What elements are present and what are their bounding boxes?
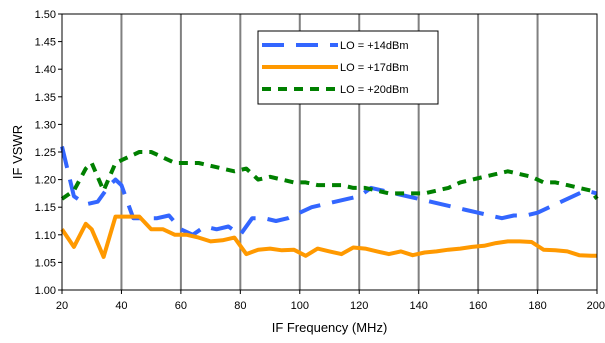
legend-label-2: LO = +17dBm <box>340 62 409 74</box>
x-tick-label: 160 <box>469 300 487 312</box>
legend-label-3: LO = +20dBm <box>340 84 409 96</box>
y-tick-label: 1.50 <box>35 9 56 21</box>
y-axis-ticks: 1.00 1.05 1.10 1.15 1.20 1.25 1.30 1.35 1.40 1.45… <box>35 9 62 297</box>
y-tick-label: 1.05 <box>35 257 56 269</box>
x-tick-label: 80 <box>234 300 246 312</box>
y-tick-label: 1.40 <box>35 64 56 76</box>
x-axis-title: IF Frequency (MHz) <box>272 320 388 335</box>
series-line-3 <box>60 150 599 201</box>
y-tick-label: 1.00 <box>35 285 56 297</box>
x-tick-label: 140 <box>409 300 427 312</box>
series-line-2 <box>60 214 597 259</box>
x-tick-label: 60 <box>175 300 187 312</box>
y-axis-title: IF VSWR <box>10 125 25 179</box>
x-axis-ticks: 20 40 60 80 100 120 140 160 180 200 <box>56 290 605 312</box>
series-group <box>60 146 599 259</box>
x-tick-label: 40 <box>115 300 127 312</box>
x-tick-label: 20 <box>56 300 68 312</box>
y-tick-label: 1.20 <box>35 175 56 187</box>
legend: LO = +14dBm LO = +17dBm LO = +20dBm <box>257 30 439 105</box>
y-tick-label: 1.25 <box>35 147 56 159</box>
y-tick-label: 1.10 <box>35 230 56 242</box>
y-tick-label: 1.30 <box>35 119 56 131</box>
x-tick-label: 200 <box>587 300 605 312</box>
legend-label-1: LO = +14dBm <box>340 40 409 52</box>
y-tick-label: 1.45 <box>35 37 56 49</box>
x-tick-label: 100 <box>291 300 309 312</box>
y-tick-label: 1.15 <box>35 202 56 214</box>
x-tick-label: 180 <box>528 300 546 312</box>
x-tick-label: 120 <box>350 300 368 312</box>
y-tick-label: 1.35 <box>35 92 56 104</box>
